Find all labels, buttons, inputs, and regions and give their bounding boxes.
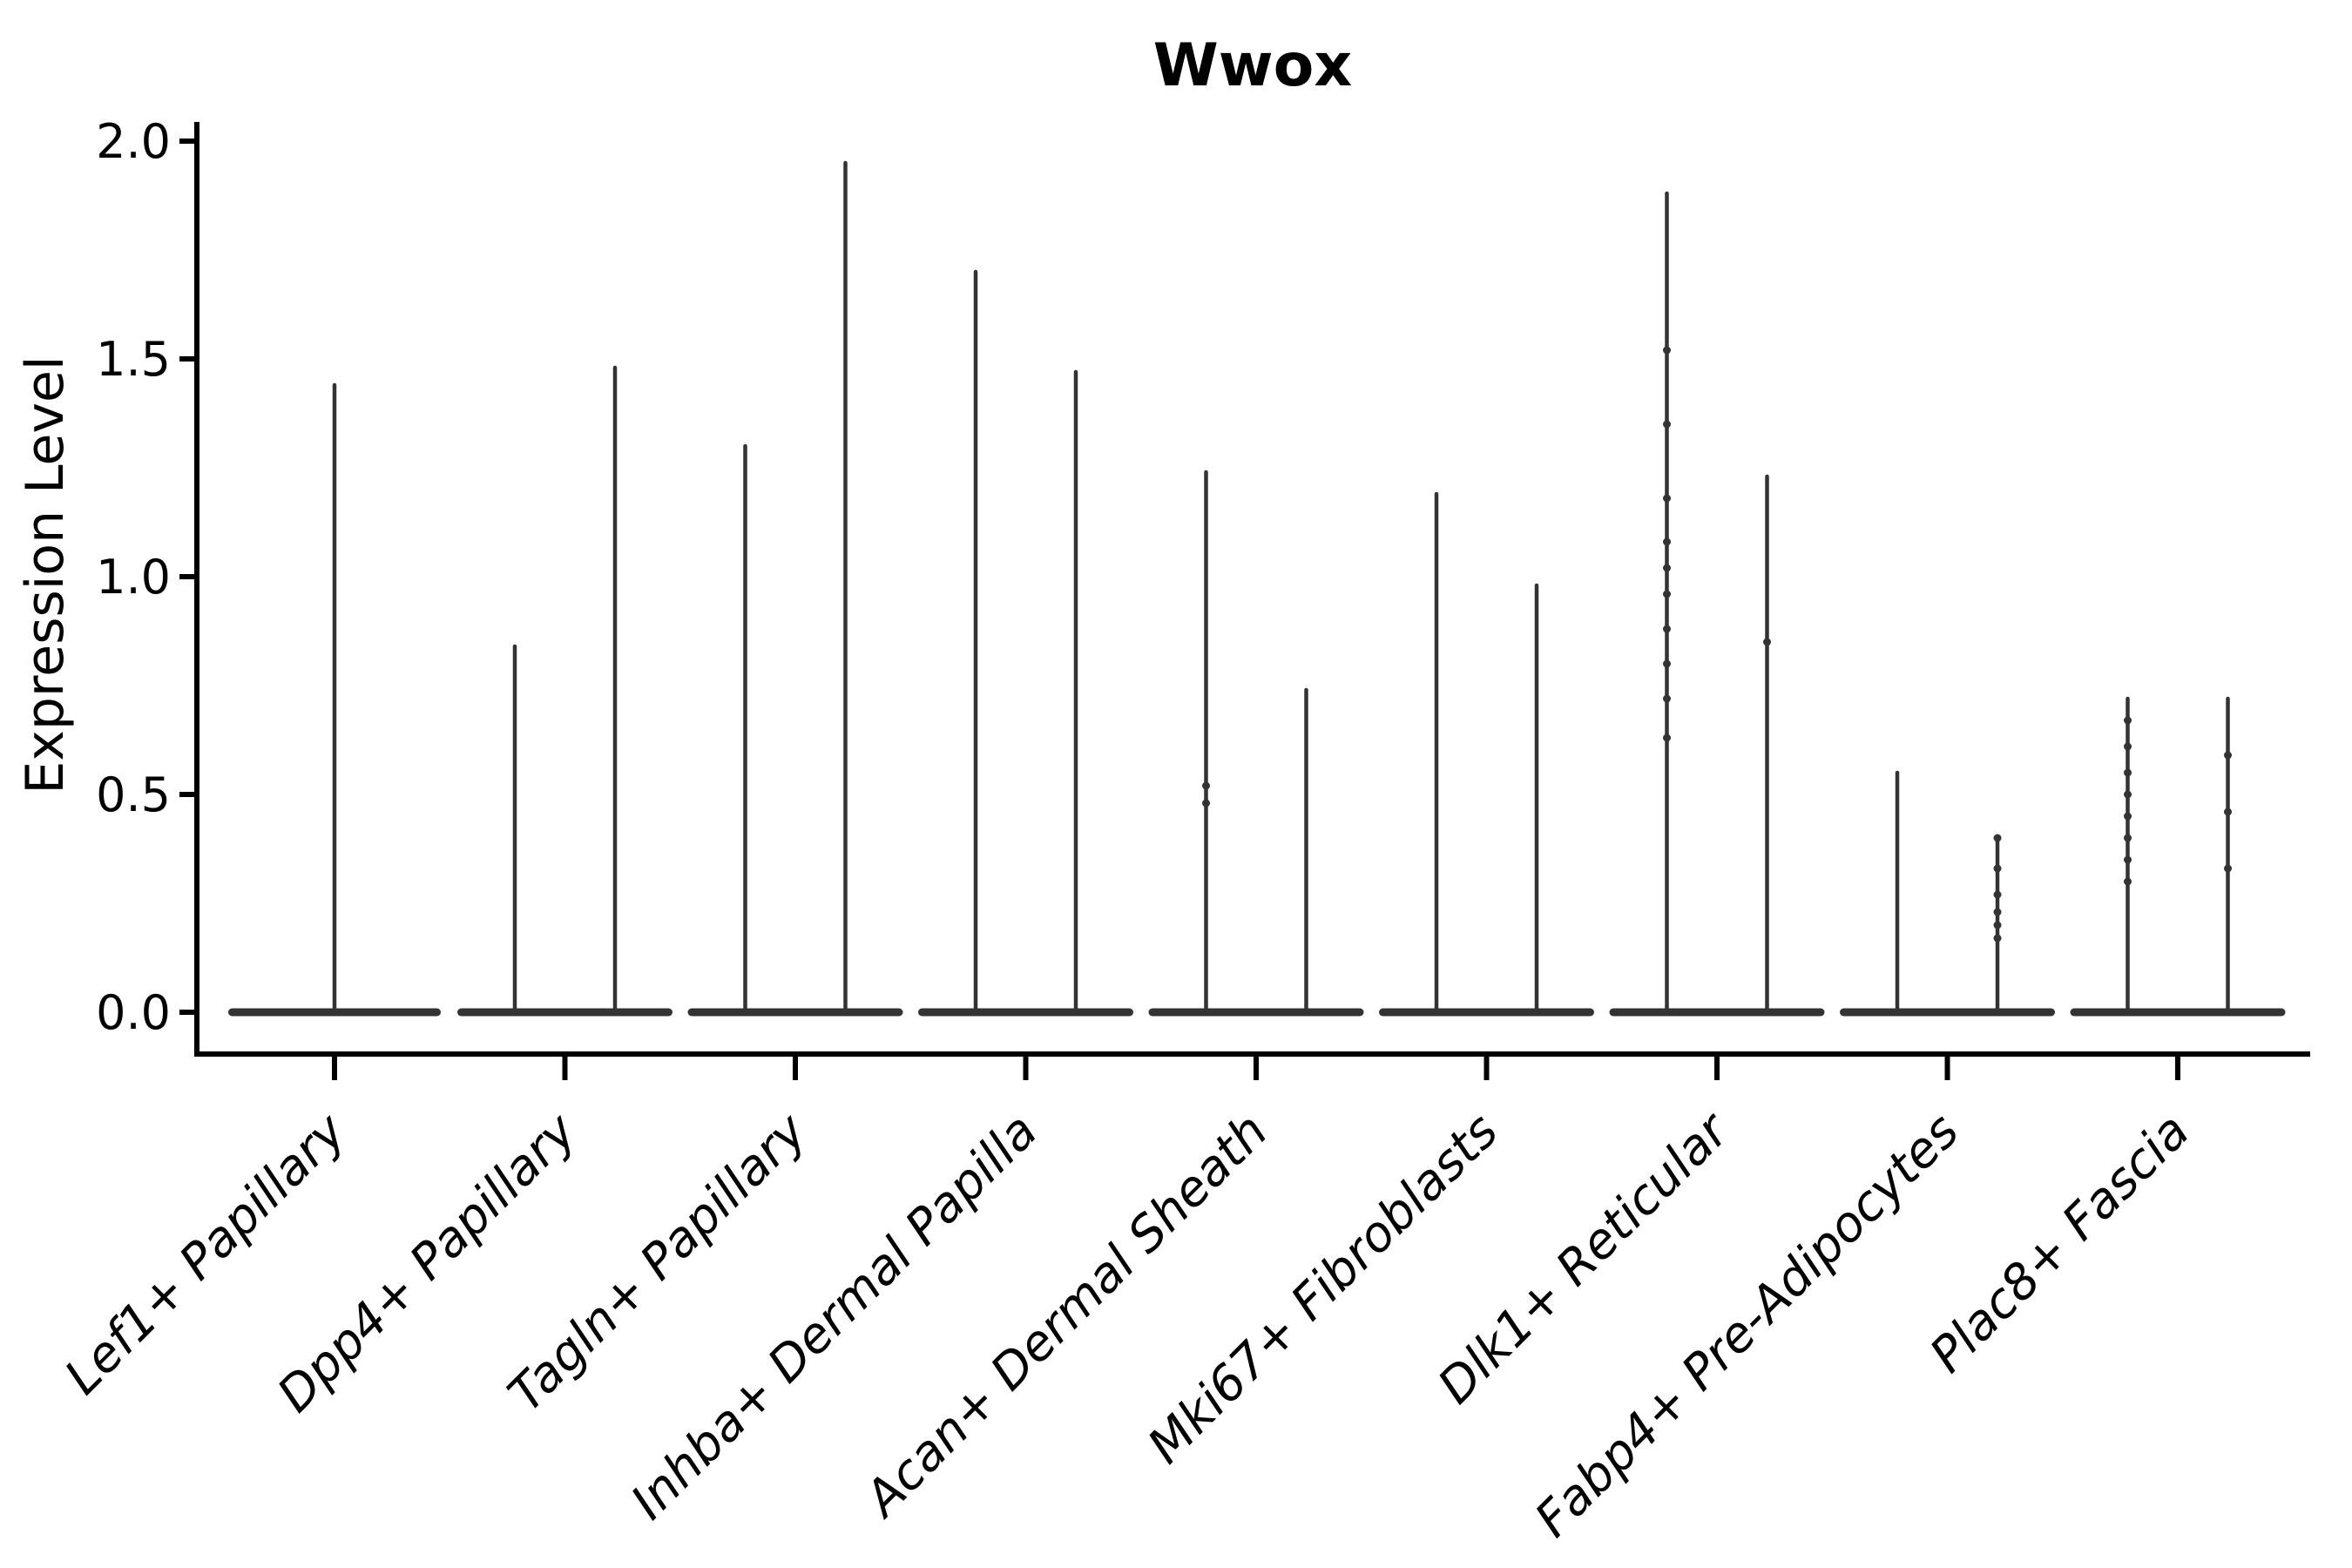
jitter-dot xyxy=(1202,799,1210,808)
jitter-dot xyxy=(2124,742,2132,751)
jitter-dot xyxy=(1663,590,1671,598)
jitter-dot xyxy=(1993,864,2002,873)
jitter-dot xyxy=(1993,890,2002,899)
jitter-dot xyxy=(2224,751,2232,760)
jitter-dot xyxy=(1663,625,1671,633)
jitter-dot xyxy=(1663,420,1671,429)
jitter-dot xyxy=(2124,790,2132,799)
y-tick-label: 1.0 xyxy=(96,550,171,605)
x-tick-label: Inhba+ Dermal Papilla xyxy=(620,1103,1048,1531)
jitter-dot xyxy=(2224,808,2232,816)
jitter-dot xyxy=(2124,855,2132,864)
jitter-dot xyxy=(1663,494,1671,503)
jitter-dot xyxy=(1202,781,1210,790)
jitter-dot xyxy=(1763,638,1771,646)
jitter-dot xyxy=(1663,659,1671,668)
x-tick-label: Fabp4+ Pre-Adipocytes xyxy=(1524,1103,1970,1548)
jitter-dot xyxy=(2224,864,2232,873)
y-tick-label: 2.0 xyxy=(96,114,171,169)
plot-title: Wwox xyxy=(1152,31,1353,100)
jitter-dot xyxy=(2124,877,2132,886)
y-tick-label: 0.0 xyxy=(96,985,171,1040)
jitter-dot xyxy=(1663,733,1671,742)
jitter-dot xyxy=(1993,908,2002,916)
jitter-dot xyxy=(1993,921,2002,929)
jitter-dot xyxy=(1663,537,1671,546)
jitter-dot xyxy=(1993,834,2002,842)
jitter-dot xyxy=(2124,812,2132,821)
y-tick-label: 1.5 xyxy=(96,332,171,387)
jitter-dot xyxy=(2124,834,2132,842)
y-tick-label: 0.5 xyxy=(96,767,171,822)
jitter-dot xyxy=(1663,564,1671,572)
jitter-dot xyxy=(2124,716,2132,725)
jitter-dot xyxy=(1993,934,2002,943)
x-tick-label: Acan+ Dermal Sheath xyxy=(853,1103,1279,1529)
jitter-dot xyxy=(1663,694,1671,703)
jitter-dot xyxy=(2124,768,2132,777)
jitter-dot xyxy=(1663,346,1671,355)
